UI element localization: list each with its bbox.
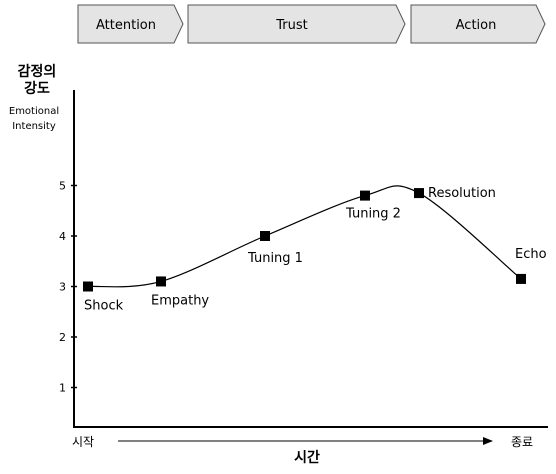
data-point-label: Tuning 2 xyxy=(345,207,401,222)
data-point-label: Resolution xyxy=(428,186,496,201)
time-end-label: 종료 xyxy=(511,435,533,449)
phase-action-label: Action xyxy=(456,18,497,33)
data-point-marker xyxy=(414,188,424,199)
phase-attention: Attention xyxy=(77,4,184,44)
y-axis-title-ko-2: 강도 xyxy=(24,80,50,97)
time-axis: 시작 종료 시간 xyxy=(72,435,533,466)
data-point-marker xyxy=(260,231,270,241)
y-axis-title-en-1: Emotional xyxy=(9,106,59,117)
phase-action: Action xyxy=(410,4,546,44)
data-point-marker xyxy=(360,190,370,201)
time-start-label: 시작 xyxy=(72,435,94,449)
y-tick-label: 2 xyxy=(59,331,66,344)
data-point-label: Echo xyxy=(515,247,547,262)
data-point-label: Empathy xyxy=(151,293,209,308)
data-point-marker xyxy=(156,276,166,287)
phase-trust: Trust xyxy=(187,4,406,44)
data-point-label: Shock xyxy=(84,299,124,314)
data-point-marker xyxy=(516,273,526,284)
y-tick-label: 4 xyxy=(59,230,66,243)
data-points: Shock Empathy Tuning 1 Tuning 2 Resolution Ec… xyxy=(83,186,547,314)
data-point-marker xyxy=(83,281,93,292)
y-ticks: 1 2 3 4 5 xyxy=(59,180,77,395)
y-axis-title-en-2: Intensity xyxy=(12,121,56,132)
data-point-label: Tuning 1 xyxy=(247,251,303,266)
y-tick-label: 1 xyxy=(59,382,66,395)
x-axis-title: 시간 xyxy=(294,449,320,466)
y-tick-label: 5 xyxy=(59,180,66,193)
phase-trust-label: Trust xyxy=(275,18,307,33)
y-axis-title-ko-1: 감정의 xyxy=(18,63,57,80)
y-axis-title: 감정의 강도 Emotional Intensity xyxy=(9,63,59,132)
phase-attention-label: Attention xyxy=(96,18,156,33)
phase-banner: Attention Trust Action xyxy=(77,4,546,44)
y-tick-label: 3 xyxy=(59,281,66,294)
